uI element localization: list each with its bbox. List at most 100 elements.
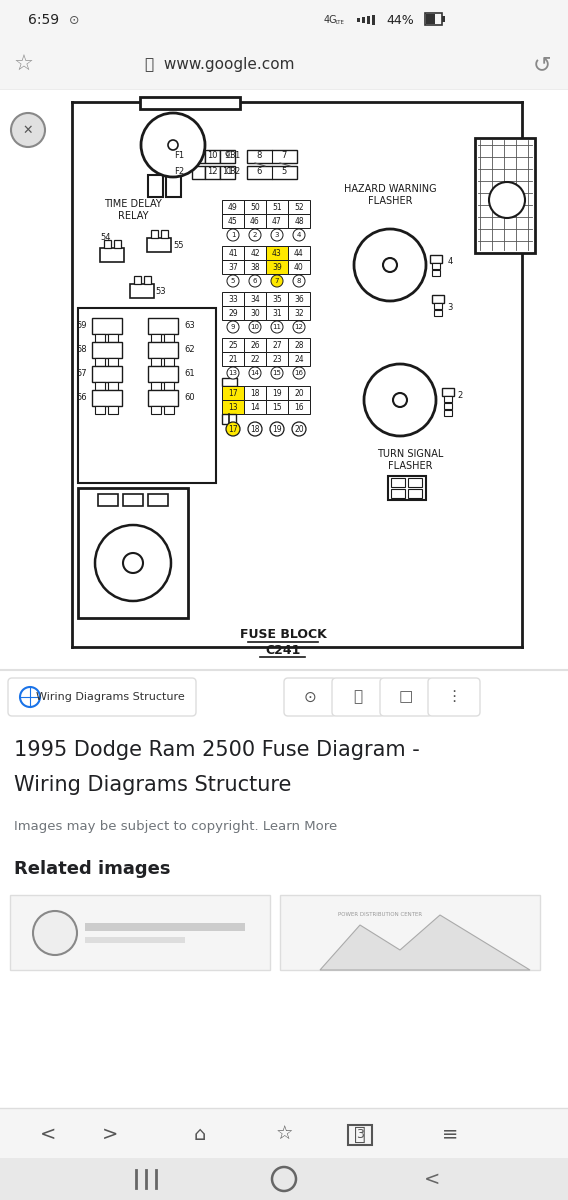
Bar <box>95 358 105 366</box>
Text: C241: C241 <box>265 643 300 656</box>
Text: 22: 22 <box>250 354 260 364</box>
Bar <box>114 240 121 248</box>
Text: 26: 26 <box>250 341 260 349</box>
Text: 30: 30 <box>250 308 260 318</box>
Circle shape <box>271 229 283 241</box>
Text: TURN SIGNAL
FLASHER: TURN SIGNAL FLASHER <box>377 449 443 470</box>
Text: 14: 14 <box>250 370 260 376</box>
Bar <box>92 366 122 382</box>
Text: 21: 21 <box>228 354 238 364</box>
Text: >: > <box>102 1124 118 1144</box>
Bar <box>222 214 244 228</box>
Text: 60: 60 <box>184 394 195 402</box>
Bar <box>222 306 244 320</box>
Circle shape <box>489 182 525 218</box>
Bar <box>92 390 122 406</box>
Bar <box>244 306 266 320</box>
Bar <box>220 150 235 163</box>
Text: 44: 44 <box>294 248 304 258</box>
Text: 9: 9 <box>231 324 235 330</box>
Bar <box>151 382 161 390</box>
Text: 25: 25 <box>228 341 238 349</box>
Text: 57: 57 <box>76 370 87 378</box>
Text: 9: 9 <box>224 151 229 161</box>
Bar <box>244 214 266 228</box>
Text: Related images: Related images <box>14 860 170 878</box>
Text: 2: 2 <box>457 390 462 400</box>
Bar <box>426 14 435 24</box>
Text: Images may be subject to copyright. Learn More: Images may be subject to copyright. Lear… <box>14 820 337 833</box>
Bar <box>280 895 540 970</box>
Text: 5: 5 <box>281 168 287 176</box>
Text: 1995 Dodge Ram 2500 Fuse Diagram -: 1995 Dodge Ram 2500 Fuse Diagram - <box>14 740 420 760</box>
Bar <box>98 494 118 506</box>
Bar <box>266 400 288 414</box>
Bar <box>357 18 360 22</box>
Text: 7: 7 <box>275 278 279 284</box>
Bar <box>108 334 118 342</box>
Circle shape <box>95 526 171 601</box>
Text: 32: 32 <box>294 308 304 318</box>
Text: 44%: 44% <box>386 13 414 26</box>
Bar <box>247 166 297 179</box>
Bar <box>151 334 161 342</box>
Text: 6: 6 <box>256 168 262 176</box>
Bar <box>408 478 422 487</box>
Circle shape <box>226 422 240 436</box>
Circle shape <box>141 113 205 176</box>
Text: 24: 24 <box>294 354 304 364</box>
Text: 8: 8 <box>256 151 262 161</box>
FancyBboxPatch shape <box>380 678 432 716</box>
Bar <box>130 284 154 298</box>
Text: ☆: ☆ <box>275 1124 293 1144</box>
Circle shape <box>33 911 77 955</box>
Circle shape <box>393 392 407 407</box>
Bar <box>0 1158 568 1200</box>
Circle shape <box>11 113 45 146</box>
Bar <box>266 306 288 320</box>
Bar <box>78 488 188 618</box>
Bar <box>432 263 440 269</box>
Text: F2: F2 <box>174 168 184 176</box>
Text: 49: 49 <box>228 203 238 211</box>
Text: 35: 35 <box>272 294 282 304</box>
Bar <box>432 295 444 302</box>
Bar <box>222 414 236 424</box>
Text: 29: 29 <box>228 308 238 318</box>
Bar <box>288 400 310 414</box>
Bar <box>220 166 235 179</box>
Bar <box>151 230 158 238</box>
Text: 17: 17 <box>228 425 238 433</box>
Text: 4G: 4G <box>323 14 337 25</box>
Bar <box>430 254 442 263</box>
Text: F1: F1 <box>174 151 184 161</box>
Bar <box>244 400 266 414</box>
Text: 31: 31 <box>272 308 282 318</box>
Bar <box>108 382 118 390</box>
Text: 16: 16 <box>294 402 304 412</box>
Text: 41: 41 <box>228 248 238 258</box>
Text: 4: 4 <box>297 232 301 238</box>
Bar <box>244 292 266 306</box>
Bar <box>222 246 244 260</box>
Text: 3: 3 <box>275 232 279 238</box>
Bar <box>108 406 118 414</box>
Text: 59: 59 <box>77 322 87 330</box>
Text: ⬛: ⬛ <box>354 1124 366 1144</box>
Circle shape <box>168 140 178 150</box>
Bar <box>0 1108 568 1160</box>
Bar <box>164 358 174 366</box>
Bar <box>288 246 310 260</box>
Text: ⊙: ⊙ <box>69 13 80 26</box>
Bar <box>244 386 266 400</box>
Text: CB2: CB2 <box>226 168 241 176</box>
Bar <box>78 308 216 482</box>
Bar <box>222 338 244 352</box>
Bar <box>391 478 405 487</box>
Bar <box>222 386 244 400</box>
Text: POWER DISTRIBUTION CENTER: POWER DISTRIBUTION CENTER <box>338 912 422 918</box>
Circle shape <box>271 275 283 287</box>
Text: 20: 20 <box>294 425 304 433</box>
Bar <box>391 490 405 498</box>
Bar <box>266 352 288 366</box>
